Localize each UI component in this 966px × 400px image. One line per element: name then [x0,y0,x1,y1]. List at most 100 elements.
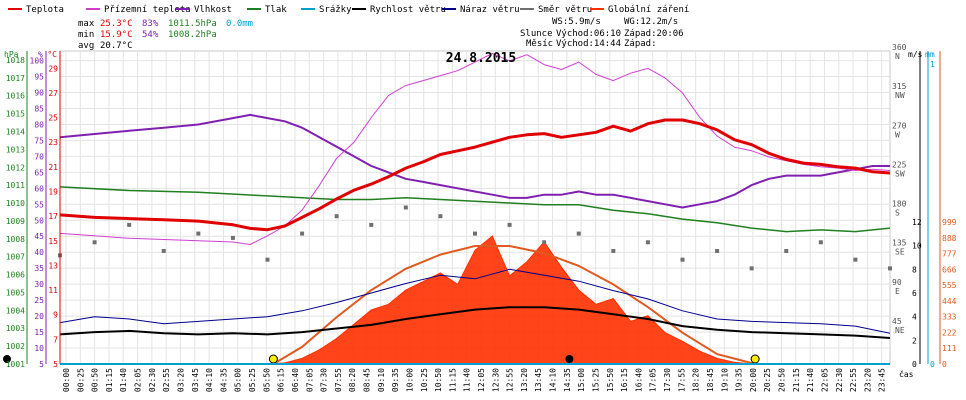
axis-tick-x: 07:55 [334,368,343,392]
wind-direction-point [784,248,789,253]
axis-tick-x: 16:15 [620,368,629,392]
axis-tick-humidity: 45 [34,232,44,241]
axis-tick-wind: 4 [912,313,917,322]
marker-layer [3,354,760,364]
series-temperature [59,118,891,232]
wind-direction-point [542,240,547,245]
axis-tick-x: 17:55 [677,368,686,392]
series-wind-gust [59,268,891,334]
wind-direction-point [749,266,754,271]
axis-tick-humidity: 55 [34,200,44,209]
info-wg: WG:12.2m/s [624,17,678,27]
wind-direction-point [265,257,270,262]
info-sun-rise: Východ:06:10 [556,29,621,39]
axis-tick-x: 03:45 [191,368,200,392]
wind-direction-point [611,248,616,253]
axis-tick-x: 10:50 [434,368,443,392]
axis-tick-direction: 90 [892,278,902,287]
axis-tick-x: 10:25 [420,368,429,392]
axis-tick-x: 15:25 [591,368,600,392]
axis-tick-direction: 270 [892,121,907,130]
axis-tick-hpa: 1006 [6,271,25,280]
axis-tick-x: 19:35 [735,368,744,392]
axis-tick-solar: 222 [942,328,957,337]
legend-label: Teplota [26,5,64,15]
stat-avg-label: avg [78,41,94,51]
axis-tick-solar: 111 [942,344,957,353]
info-sun-label: Slunce [520,29,553,39]
axis-tick-temperature: 19 [48,187,58,196]
axis-tick-x: 09:35 [391,368,400,392]
axis-tick-x: 22:05 [820,368,829,392]
legend-label: Rychlost větru [370,5,446,15]
axis-tick-x: 05:00 [234,368,243,392]
legend-label: Přízemní teplota [104,5,191,15]
axis-tick-wind: 2 [912,336,917,345]
axis-tick-hpa: 1012 [6,163,25,172]
axis-tick-direction-label: SW [895,169,905,178]
stat-min-hum: 54% [142,30,159,40]
wind-direction-point [161,248,166,253]
axis-tick-humidity: 10 [34,344,44,353]
axis-tick-humidity: 95 [34,73,44,82]
axis-tick-humidity: 5 [39,360,44,369]
wind-direction-point [818,240,823,245]
axis-tick-x: 06:40 [291,368,300,392]
axis-tick-x: 07:30 [320,368,329,392]
axis-tick-x: 20:00 [749,368,758,392]
axis-tick-solar: 777 [942,250,957,259]
axis-tick-hpa: 1004 [6,306,25,315]
axis-tick-humidity: 25 [34,296,44,305]
axis-tick-hpa: 1018 [6,56,25,65]
axis-tick-direction: 225 [892,160,907,169]
axis-tick-x: 03:20 [176,368,185,392]
axis-tick-wind: 6 [912,289,917,298]
axis-tick-direction-label: E [895,287,900,296]
axis-tick-temperature: 15 [48,237,58,246]
wind-direction-point [369,222,374,227]
axis-tick-temperature: 23 [48,138,58,147]
axis-tick-temperature: 13 [48,261,58,270]
axis-label-x: čas [899,369,914,379]
series-pressure [59,186,891,233]
axis-tick-x: 13:45 [534,368,543,392]
axis-tick-hpa: 1010 [6,199,25,208]
axis-tick-humidity: 40 [34,248,44,257]
axis-tick-x: 08:20 [348,368,357,392]
axis-tick-humidity: 75 [34,136,44,145]
axis-tick-hpa: 1002 [6,342,25,351]
axis-tick-direction-label: W [895,130,900,139]
axis-tick-x: 16:40 [634,368,643,392]
axis-tick-humidity: 80 [34,120,44,129]
axis-tick-hpa: 1013 [6,145,25,154]
axis-tick-x: 07:05 [305,368,314,392]
stat-max-hum: 83% [142,19,159,29]
axis-tick-x: 18:45 [706,368,715,392]
axis-tick-solar: 444 [942,297,957,306]
axis-tick-x: 12:30 [491,368,500,392]
axis-tick-x: 18:20 [692,368,701,392]
axis-tick-x: 05:25 [248,368,257,392]
axis-tick-x: 21:15 [792,368,801,392]
axis-tick-x: 22:55 [849,368,858,392]
info-moon-rise: Východ:14:44 [556,39,621,49]
axis-tick-x: 00:50 [91,368,100,392]
axis-tick-temperature: 9 [53,311,58,320]
wind-direction-point [403,205,408,210]
info-moon-label: Měsíc [526,39,553,49]
axis-tick-x: 11:40 [463,368,472,392]
axis-tick-x: 17:30 [663,368,672,392]
axis-tick-temperature: 17 [48,212,58,221]
wind-direction-point [300,231,305,236]
axis-tick-hpa: 1005 [6,288,25,297]
axis-tick-x: 10:00 [405,368,414,392]
axis-tick-hpa: 1003 [6,324,25,333]
axis-tick-temperature: 25 [48,114,58,123]
axis-tick-humidity: 65 [34,168,44,177]
axis-tick-direction-label: S [895,209,900,218]
wind-direction-point [92,240,97,245]
axis-tick-wind: 0 [912,360,917,369]
wind-direction-point [507,222,512,227]
axis-tick-humidity: 90 [34,89,44,98]
axis-tick-x: 14:10 [549,368,558,392]
